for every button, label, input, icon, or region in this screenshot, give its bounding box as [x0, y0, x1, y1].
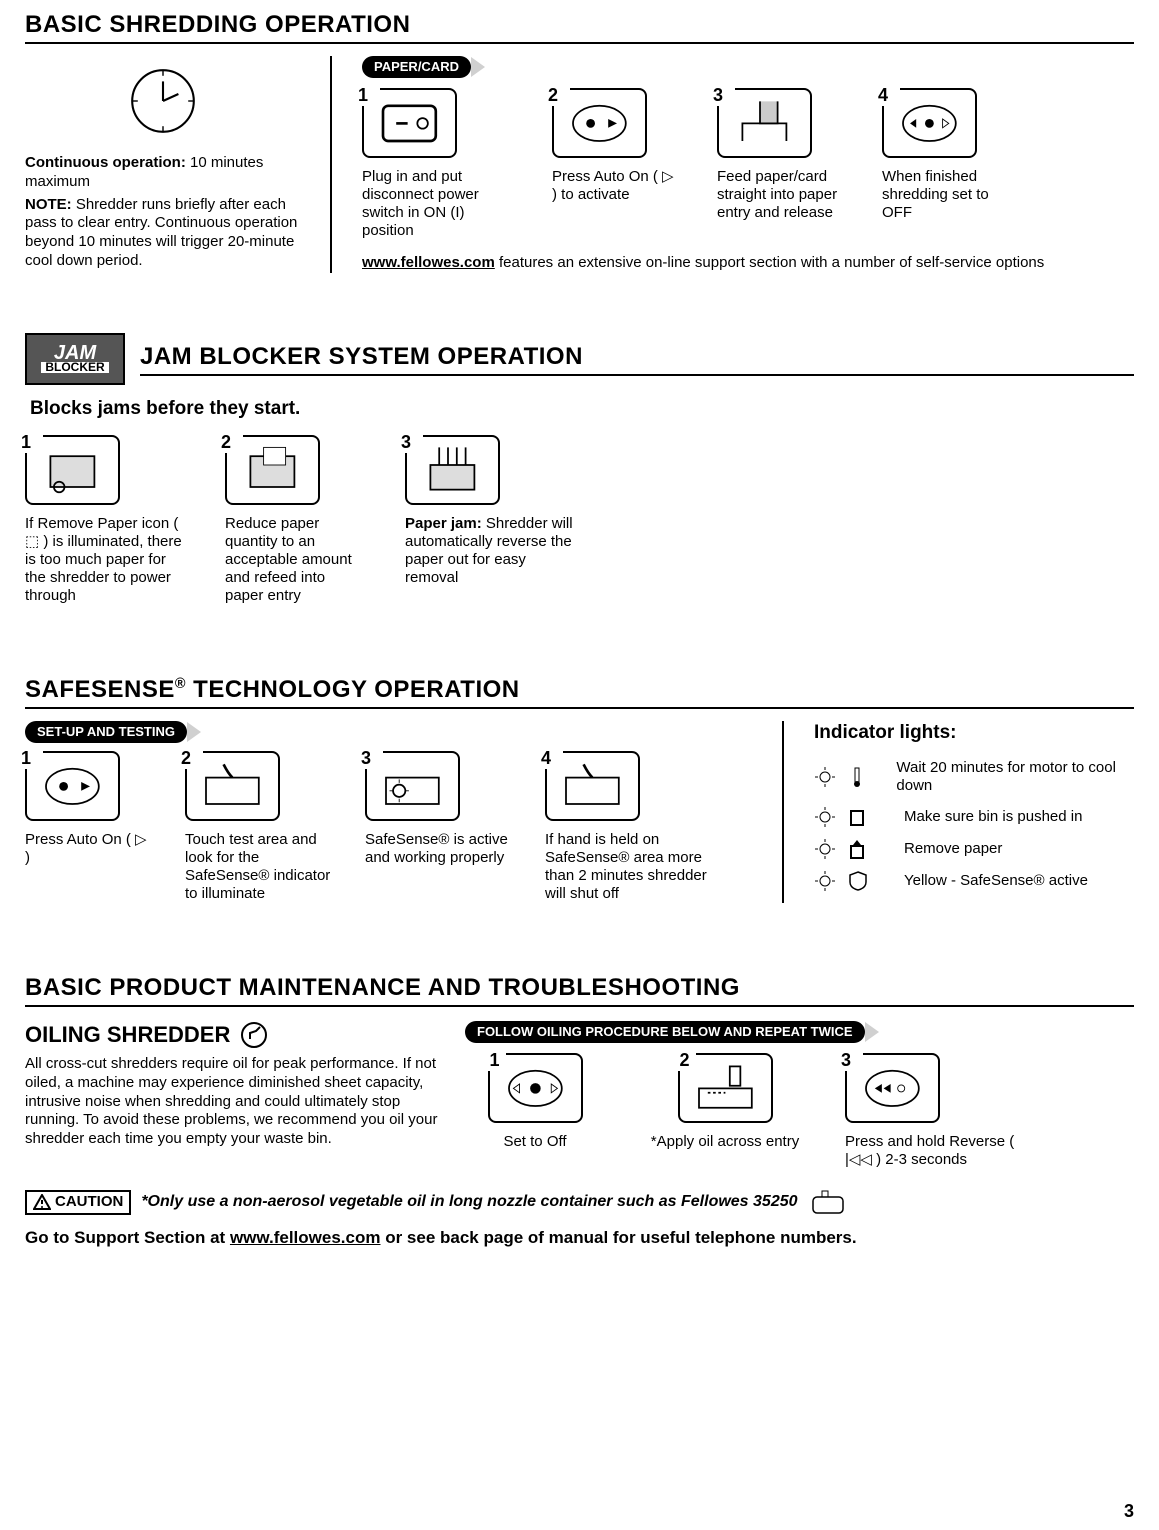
jam-step-1: 1 If Remove Paper icon ( ⬚ ) is illumina… — [25, 435, 185, 605]
divider — [782, 721, 784, 903]
divider — [330, 56, 332, 273]
jam-header-row: JAMBLOCKER JAM BLOCKER SYSTEM OPERATION — [25, 333, 1134, 385]
shield-icon — [846, 870, 870, 892]
ss-step-2: 2 Touch test area and look for the SafeS… — [185, 751, 335, 903]
basic-steps-row: 1 Plug in and put disconnect power switc… — [362, 88, 1134, 240]
oil-step-1: 1 Set to Off — [465, 1053, 605, 1169]
indicator-col: Indicator lights: Wait 20 minutes for mo… — [814, 721, 1134, 903]
ss-step-1: 1 Press Auto On ( ▷ ) — [25, 751, 155, 903]
thermometer-icon — [846, 766, 868, 788]
ss-step-4: 4 If hand is held on SafeSense® area mor… — [545, 751, 725, 903]
light-icon — [814, 870, 836, 892]
jam-step-3: 3 Paper jam: Shredder will automatically… — [405, 435, 575, 605]
note-line: NOTE: Shredder runs briefly after each p… — [25, 196, 300, 271]
bottle-icon — [808, 1187, 848, 1217]
oil-step-2: 2 *Apply oil across entry — [645, 1053, 805, 1169]
section-title-basic: BASIC SHREDDING OPERATION — [25, 10, 1134, 44]
jam-subhead: Blocks jams before they start. — [30, 397, 1134, 421]
basic-footer: www.fellowes.com features an extensive o… — [362, 254, 1134, 273]
basic-step-4: 4 When finished shredding set to OFF — [882, 88, 1012, 240]
light-icon — [814, 806, 836, 828]
section-title-jam: JAM BLOCKER SYSTEM OPERATION — [140, 342, 1134, 376]
ss-step-3: 3 SafeSense® is active and working prope… — [365, 751, 515, 903]
caution-row: CAUTION *Only use a non-aerosol vegetabl… — [25, 1187, 1134, 1217]
jam-blocker-logo: JAMBLOCKER — [25, 333, 125, 385]
paper-card-pill: PAPER/CARD — [362, 56, 471, 78]
oiling-pill: FOLLOW OILING PROCEDURE BELOW AND REPEAT… — [465, 1021, 865, 1043]
indicator-2: Make sure bin is pushed in — [814, 806, 1134, 828]
page-number: 3 — [1124, 1500, 1134, 1523]
indicator-3: Remove paper — [814, 838, 1134, 860]
indicator-4: Yellow - SafeSense® active — [814, 870, 1134, 892]
basic-step-1: 1 Plug in and put disconnect power switc… — [362, 88, 517, 240]
warning-icon — [33, 1194, 51, 1210]
cont-op-line: Continuous operation: 10 minutes maximum — [25, 154, 300, 192]
bin-icon — [846, 806, 868, 828]
oil-right: FOLLOW OILING PROCEDURE BELOW AND REPEAT… — [445, 1021, 1134, 1169]
light-icon — [814, 766, 836, 788]
fellowes-link-2[interactable]: www.fellowes.com — [230, 1228, 381, 1247]
support-line: Go to Support Section at www.fellowes.co… — [25, 1227, 1134, 1248]
jam-steps-row: 1 If Remove Paper icon ( ⬚ ) is illumina… — [25, 435, 1134, 605]
paper-up-icon — [846, 838, 868, 860]
light-icon — [814, 838, 836, 860]
basic-left-col: Continuous operation: 10 minutes maximum… — [25, 56, 300, 273]
indicator-1: Wait 20 minutes for motor to cool down — [814, 759, 1134, 797]
caution-box: CAUTION — [25, 1190, 131, 1215]
jam-step-2: 2 Reduce paper quantity to an acceptable… — [225, 435, 365, 605]
basic-step-2: 2 Press Auto On ( ▷ ) to activate — [552, 88, 682, 240]
oil-step-3: 3 Press and hold Reverse ( |◁◁ ) 2-3 sec… — [845, 1053, 1015, 1169]
fellowes-link-1[interactable]: www.fellowes.com — [362, 254, 495, 271]
setup-testing-pill: SET-UP AND TESTING — [25, 721, 187, 743]
safesense-left: SET-UP AND TESTING 1 Press Auto On ( ▷ )… — [25, 721, 752, 903]
section-title-safesense: SAFESENSE® TECHNOLOGY OPERATION — [25, 675, 1134, 709]
oil-left: OILING SHREDDER All cross-cut shredders … — [25, 1021, 445, 1169]
basic-step-3: 3 Feed paper/card straight into paper en… — [717, 88, 847, 240]
section-title-maint: BASIC PRODUCT MAINTENANCE AND TROUBLESHO… — [25, 973, 1134, 1007]
oil-icon — [240, 1021, 268, 1049]
clock-icon — [128, 66, 198, 136]
basic-right-col: PAPER/CARD 1 Plug in and put disconnect … — [362, 56, 1134, 273]
